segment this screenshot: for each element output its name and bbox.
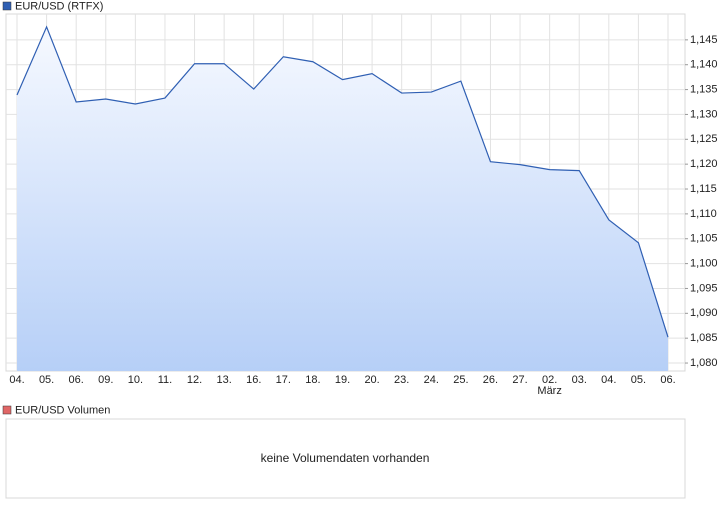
y-tick-label: 1,135 <box>690 83 718 95</box>
x-tick-label: 26. <box>483 374 498 386</box>
x-tick-label: 10. <box>128 374 143 386</box>
x-tick-label: 27. <box>512 374 527 386</box>
x-tick-label: 12. <box>187 374 202 386</box>
y-tick-label: 1,110 <box>690 208 717 220</box>
y-tick-label: 1,090 <box>690 307 718 319</box>
volume-frame <box>5 418 686 499</box>
x-tick-label: 17. <box>276 374 291 386</box>
area <box>17 26 668 371</box>
legend-swatch <box>2 405 12 415</box>
x-tick-label: 25. <box>453 374 468 386</box>
y-tick-label: 1,105 <box>690 233 718 245</box>
y-tick-label: 1,115 <box>690 183 717 195</box>
x-tick-label: 03. <box>572 374 587 386</box>
x-tick-label: 11. <box>158 374 172 386</box>
x-tick-label: 20. <box>364 374 379 386</box>
legend-label: EUR/USD Volumen <box>15 404 110 416</box>
y-tick-label: 1,100 <box>690 258 718 270</box>
y-tick-label: 1,140 <box>690 59 718 71</box>
x-tick-label: 13. <box>216 374 231 386</box>
x-tick-label: 04. <box>601 374 616 386</box>
x-tick-label: 06. <box>69 374 84 386</box>
x-tick-label: 18. <box>305 374 320 386</box>
y-tick-label: 1,095 <box>690 282 718 294</box>
x-tick-label: 05. <box>631 374 646 386</box>
legend-swatch <box>2 1 12 11</box>
x-tick-label: 04. <box>9 374 24 386</box>
legend-label: EUR/USD (RTFX) <box>15 0 103 12</box>
x-tick-label: 24. <box>424 374 439 386</box>
x-tick-label: 23. <box>394 374 409 386</box>
y-tick-label: 1,120 <box>690 158 718 170</box>
x-tick-label: 09. <box>98 374 113 386</box>
y-tick-label: 1,085 <box>690 332 718 344</box>
y-tick-label: 1,145 <box>690 34 718 46</box>
x-tick-label: 19. <box>335 374 350 386</box>
y-tick-label: 1,125 <box>690 133 718 145</box>
y-tick-label: 1,080 <box>690 357 718 369</box>
x-tick-label: 16. <box>246 374 261 386</box>
y-tick-label: 1,130 <box>690 108 718 120</box>
x-tick-label: 05. <box>39 374 54 386</box>
empty-message: keine Volumendaten vorhanden <box>261 451 430 465</box>
x-tick-label: 06. <box>660 374 675 386</box>
x-sublabel: März <box>537 385 561 397</box>
line <box>16 25 669 338</box>
x-tick-label: 02. <box>542 374 557 386</box>
